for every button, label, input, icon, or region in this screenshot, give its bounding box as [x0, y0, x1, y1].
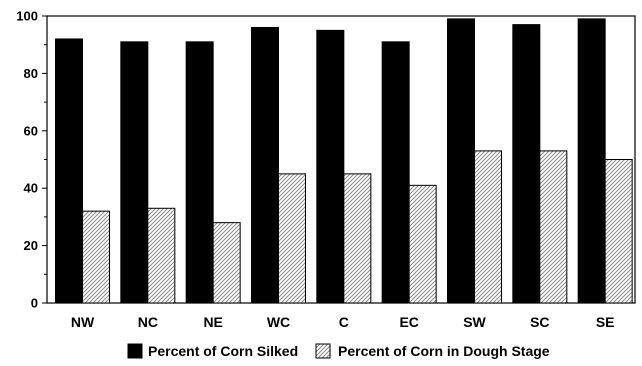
bar-dough-ne: [212, 222, 241, 304]
y-tick-label: 0: [31, 296, 38, 311]
x-category-label: SC: [530, 314, 549, 330]
legend-swatch-silked: [127, 343, 143, 359]
legend-swatch-dough: [315, 343, 331, 359]
legend-label-dough: Percent of Corn in Dough Stage: [338, 343, 550, 359]
x-category-label: WC: [267, 314, 290, 330]
bar-silked-nw: [55, 38, 83, 304]
bar-silked-sw: [447, 18, 475, 304]
bar-silked-se: [577, 18, 606, 304]
y-axis: 0 20 40 60 80 100: [16, 9, 47, 311]
bar-dough-sw: [474, 150, 502, 304]
x-category-label: EC: [399, 314, 418, 330]
bar-dough-c: [343, 173, 372, 304]
x-category-label: NW: [71, 314, 95, 330]
bar-dough-wc: [278, 173, 306, 304]
x-category-label: NE: [203, 314, 222, 330]
bar-dough-ec: [408, 184, 437, 304]
bar-silked-c: [316, 29, 345, 304]
x-category-label: SW: [463, 314, 486, 330]
bar-dough-se: [604, 159, 633, 304]
x-category-label: C: [339, 314, 349, 330]
bar-dough-nc: [147, 207, 176, 304]
x-axis: NW NC NE WC C EC SW SC SE: [71, 314, 615, 330]
bar-silked-ec: [381, 41, 410, 304]
bar-silked-nc: [120, 41, 149, 304]
bar-silked-ne: [185, 41, 214, 304]
bar-silked-wc: [251, 26, 279, 304]
x-category-label: NC: [138, 314, 158, 330]
x-category-label: SE: [596, 314, 615, 330]
y-tick-label: 100: [16, 9, 38, 24]
y-tick-label: 20: [24, 238, 38, 253]
legend: Percent of Corn Silked Percent of Corn in…: [127, 343, 550, 359]
y-tick-label: 80: [24, 66, 38, 81]
bar-dough-nw: [82, 210, 110, 304]
bars-layer: [55, 18, 633, 304]
y-tick-label: 60: [24, 123, 38, 138]
bar-dough-sc: [539, 150, 568, 304]
y-tick-label: 40: [24, 181, 38, 196]
legend-label-silked: Percent of Corn Silked: [148, 343, 298, 359]
bar-silked-sc: [512, 24, 541, 304]
